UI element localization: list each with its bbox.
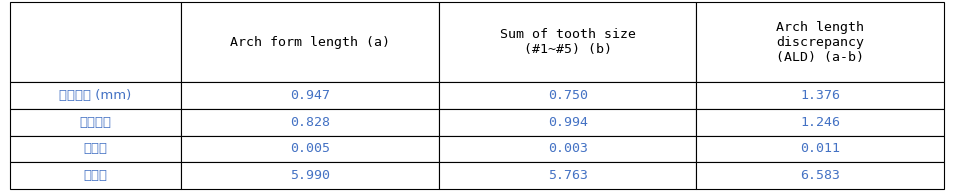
Text: 0.005: 0.005 bbox=[290, 142, 330, 155]
Bar bbox=[10, 162, 181, 189]
Text: 0.828: 0.828 bbox=[290, 116, 330, 129]
Text: 5.990: 5.990 bbox=[290, 169, 330, 182]
Bar bbox=[438, 109, 696, 136]
Bar bbox=[10, 109, 181, 136]
Bar bbox=[696, 109, 943, 136]
Bar bbox=[438, 136, 696, 162]
Text: 최소값: 최소값 bbox=[83, 142, 108, 155]
Bar bbox=[438, 82, 696, 109]
Text: 0.003: 0.003 bbox=[547, 142, 587, 155]
Bar bbox=[10, 136, 181, 162]
Bar bbox=[181, 82, 438, 109]
Bar bbox=[438, 2, 696, 82]
Text: 5.763: 5.763 bbox=[547, 169, 587, 182]
Text: 0.750: 0.750 bbox=[547, 89, 587, 102]
Text: 평균오자 (mm): 평균오자 (mm) bbox=[59, 89, 132, 102]
Text: Arch length
discrepancy
(ALD) (a-b): Arch length discrepancy (ALD) (a-b) bbox=[776, 20, 863, 64]
Text: Arch form length (a): Arch form length (a) bbox=[230, 36, 390, 49]
Bar bbox=[438, 162, 696, 189]
Text: 0.947: 0.947 bbox=[290, 89, 330, 102]
Text: 0.011: 0.011 bbox=[800, 142, 840, 155]
Text: 최대값: 최대값 bbox=[83, 169, 108, 182]
Text: 1.246: 1.246 bbox=[800, 116, 840, 129]
Text: 6.583: 6.583 bbox=[800, 169, 840, 182]
Text: 0.994: 0.994 bbox=[547, 116, 587, 129]
Bar bbox=[10, 82, 181, 109]
Bar bbox=[696, 82, 943, 109]
Text: 1.376: 1.376 bbox=[800, 89, 840, 102]
Bar bbox=[696, 136, 943, 162]
Bar bbox=[181, 162, 438, 189]
Bar bbox=[10, 2, 181, 82]
Bar bbox=[181, 109, 438, 136]
Bar bbox=[181, 136, 438, 162]
Bar bbox=[696, 162, 943, 189]
Text: Sum of tooth size
(#1~#5) (b): Sum of tooth size (#1~#5) (b) bbox=[499, 28, 635, 56]
Bar bbox=[696, 2, 943, 82]
Text: 표준편차: 표준편차 bbox=[79, 116, 112, 129]
Bar bbox=[181, 2, 438, 82]
